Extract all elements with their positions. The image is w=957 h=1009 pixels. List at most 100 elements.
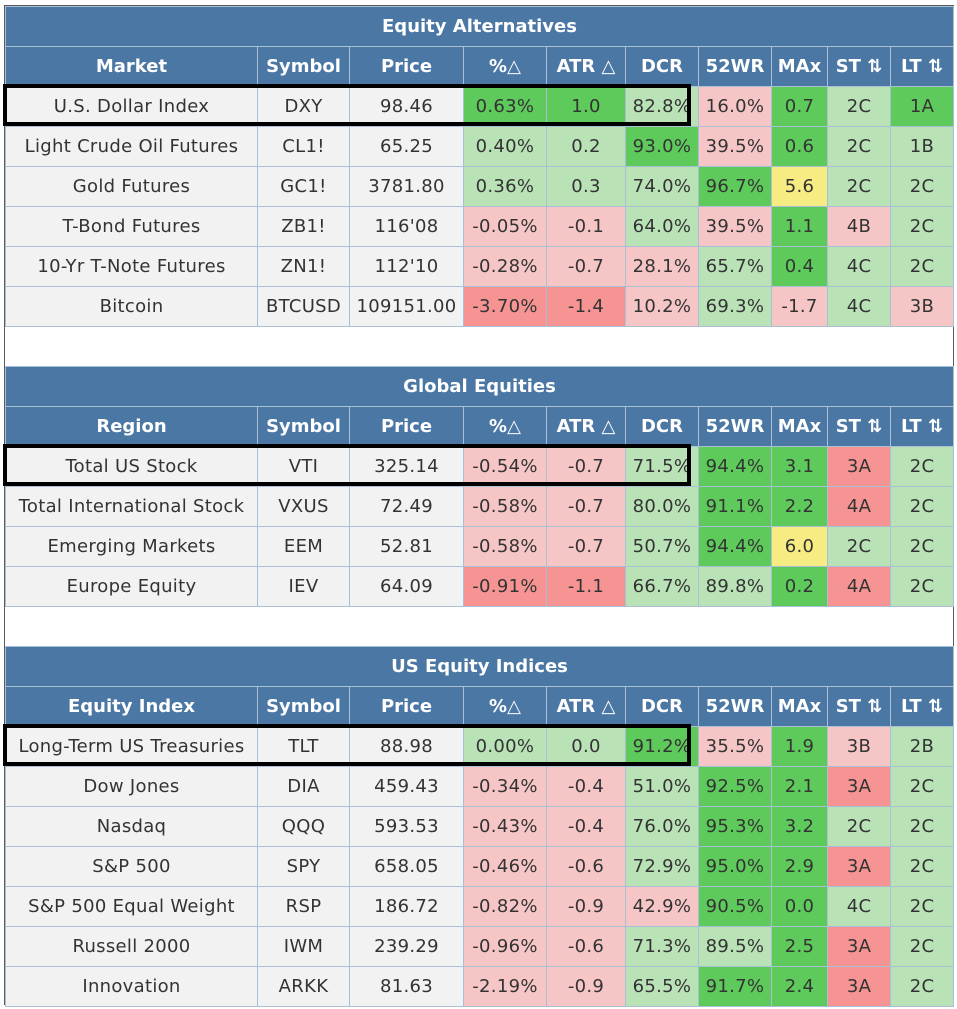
dcr-cell: 10.2% [625, 286, 699, 327]
dcr-cell: 71.5% [625, 446, 699, 487]
max-cell: 0.2 [771, 566, 828, 607]
max-cell: 2.1 [771, 766, 828, 807]
max-cell: 1.1 [771, 206, 828, 247]
table-row: Innovation ARKK 81.63 -2.19% -0.9 65.5% … [5, 966, 954, 1007]
max-cell: 1.9 [771, 726, 828, 767]
table-row: Total US Stock VTI 325.14 -0.54% -0.7 71… [5, 446, 954, 487]
lt-cell: 2C [890, 246, 954, 287]
symbol-cell: GC1! [257, 166, 350, 207]
max-cell: 5.6 [771, 166, 828, 207]
dcr-cell: 71.3% [625, 926, 699, 967]
col-price: Price [349, 686, 464, 727]
col-equity-index: Equity Index [5, 686, 258, 727]
wr52-cell: 39.5% [698, 126, 772, 167]
wr52-cell: 35.5% [698, 726, 772, 767]
st-cell: 3A [827, 926, 891, 967]
lt-cell: 2C [890, 966, 954, 1007]
pct-cell: -2.19% [463, 966, 547, 1007]
pct-cell: -0.28% [463, 246, 547, 287]
lt-cell: 2C [890, 806, 954, 847]
table-row: Bitcoin BTCUSD 109151.00 -3.70% -1.4 10.… [5, 286, 954, 327]
wr52-cell: 16.0% [698, 86, 772, 127]
price-cell: 186.72 [349, 886, 464, 927]
symbol-cell: RSP [257, 886, 350, 927]
symbol-cell: IWM [257, 926, 350, 967]
market-name: 10-Yr T-Note Futures [5, 246, 258, 287]
max-cell: 2.5 [771, 926, 828, 967]
symbol-cell: QQQ [257, 806, 350, 847]
index-name: S&P 500 [5, 846, 258, 887]
wr52-cell: 39.5% [698, 206, 772, 247]
st-cell: 4B [827, 206, 891, 247]
symbol-cell: VTI [257, 446, 350, 487]
st-cell: 2C [827, 86, 891, 127]
max-cell: 2.9 [771, 846, 828, 887]
dcr-cell: 50.7% [625, 526, 699, 567]
price-cell: 88.98 [349, 726, 464, 767]
col-atr: ATR △ [546, 406, 626, 447]
max-cell: -1.7 [771, 286, 828, 327]
dcr-cell: 93.0% [625, 126, 699, 167]
max-cell: 2.2 [771, 486, 828, 527]
symbol-cell: IEV [257, 566, 350, 607]
table-row: Total International Stock VXUS 72.49 -0.… [5, 486, 954, 527]
st-cell: 3A [827, 966, 891, 1007]
col-dcr: DCR [625, 406, 699, 447]
table-row: Europe Equity IEV 64.09 -0.91% -1.1 66.7… [5, 566, 954, 607]
col-st: ST ⇅ [827, 686, 891, 727]
dcr-cell: 42.9% [625, 886, 699, 927]
col-dcr: DCR [625, 686, 699, 727]
price-cell: 3781.80 [349, 166, 464, 207]
atr-cell: 0.2 [546, 126, 626, 167]
atr-cell: -0.7 [546, 246, 626, 287]
dcr-cell: 76.0% [625, 806, 699, 847]
st-cell: 3A [827, 846, 891, 887]
index-name: Nasdaq [5, 806, 258, 847]
max-cell: 0.6 [771, 126, 828, 167]
pct-cell: 0.63% [463, 86, 547, 127]
dcr-cell: 66.7% [625, 566, 699, 607]
pct-cell: -0.05% [463, 206, 547, 247]
us-equity-indices-table: US Equity Indices Equity Index Symbol Pr… [5, 646, 954, 1007]
col-atr: ATR △ [546, 686, 626, 727]
price-cell: 52.81 [349, 526, 464, 567]
st-cell: 3A [827, 766, 891, 807]
lt-cell: 2C [890, 926, 954, 967]
price-cell: 72.49 [349, 486, 464, 527]
col-st: ST ⇅ [827, 406, 891, 447]
table-row: Nasdaq QQQ 593.53 -0.43% -0.4 76.0% 95.3… [5, 806, 954, 847]
price-cell: 325.14 [349, 446, 464, 487]
pct-cell: 0.36% [463, 166, 547, 207]
pct-cell: 0.00% [463, 726, 547, 767]
pct-cell: -0.43% [463, 806, 547, 847]
atr-cell: -0.9 [546, 886, 626, 927]
index-name: Innovation [5, 966, 258, 1007]
lt-cell: 2B [890, 726, 954, 767]
col-price: Price [349, 46, 464, 87]
lt-cell: 2C [890, 166, 954, 207]
symbol-cell: ARKK [257, 966, 350, 1007]
max-cell: 2.4 [771, 966, 828, 1007]
price-cell: 81.63 [349, 966, 464, 1007]
st-cell: 2C [827, 166, 891, 207]
index-name: Dow Jones [5, 766, 258, 807]
max-cell: 0.4 [771, 246, 828, 287]
section-title: Global Equities [5, 366, 954, 407]
atr-cell: -0.7 [546, 486, 626, 527]
pct-cell: -0.54% [463, 446, 547, 487]
col-st: ST ⇅ [827, 46, 891, 87]
market-name: Bitcoin [5, 286, 258, 327]
table-row: Light Crude Oil Futures CL1! 65.25 0.40%… [5, 126, 954, 167]
dcr-cell: 28.1% [625, 246, 699, 287]
wr52-cell: 94.4% [698, 526, 772, 567]
table-row: S&P 500 SPY 658.05 -0.46% -0.6 72.9% 95.… [5, 846, 954, 887]
wr52-cell: 91.7% [698, 966, 772, 1007]
wr52-cell: 65.7% [698, 246, 772, 287]
index-name: Long-Term US Treasuries [5, 726, 258, 767]
price-cell: 593.53 [349, 806, 464, 847]
col-52wr: 52WR [698, 686, 772, 727]
table-row: Long-Term US Treasuries TLT 88.98 0.00% … [5, 726, 954, 767]
col-pct: %△ [463, 686, 547, 727]
wr52-cell: 90.5% [698, 886, 772, 927]
section-title: Equity Alternatives [5, 6, 954, 47]
